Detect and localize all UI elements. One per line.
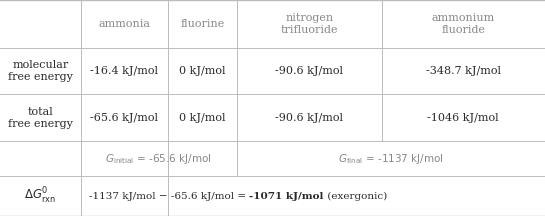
Text: ammonia: ammonia	[98, 19, 150, 29]
Text: $G_\mathregular{final}$ = -1137 kJ/mol: $G_\mathregular{final}$ = -1137 kJ/mol	[338, 152, 444, 166]
Text: -90.6 kJ/mol: -90.6 kJ/mol	[275, 66, 343, 76]
Text: $\Delta G^0_\mathregular{rxn}$: $\Delta G^0_\mathregular{rxn}$	[25, 186, 56, 206]
Text: 0 kJ/mol: 0 kJ/mol	[179, 66, 226, 76]
Text: ammonium
fluoride: ammonium fluoride	[432, 13, 495, 35]
Text: -65.6 kJ/mol: -65.6 kJ/mol	[90, 113, 158, 123]
Text: molecular
free energy: molecular free energy	[8, 60, 73, 82]
Text: total
free energy: total free energy	[8, 107, 73, 129]
Text: -16.4 kJ/mol: -16.4 kJ/mol	[90, 66, 158, 76]
Text: 0 kJ/mol: 0 kJ/mol	[179, 113, 226, 123]
Text: (exergonic): (exergonic)	[324, 191, 387, 201]
Text: -90.6 kJ/mol: -90.6 kJ/mol	[275, 113, 343, 123]
Text: fluorine: fluorine	[180, 19, 225, 29]
Text: -1071 kJ/mol: -1071 kJ/mol	[249, 192, 324, 200]
Text: -1137 kJ/mol − -65.6 kJ/mol =: -1137 kJ/mol − -65.6 kJ/mol =	[89, 192, 249, 200]
Text: -348.7 kJ/mol: -348.7 kJ/mol	[426, 66, 501, 76]
Text: nitrogen
trifluoride: nitrogen trifluoride	[281, 13, 338, 35]
Text: $G_\mathregular{initial}$ = -65.6 kJ/mol: $G_\mathregular{initial}$ = -65.6 kJ/mol	[106, 152, 212, 166]
Text: -1046 kJ/mol: -1046 kJ/mol	[427, 113, 499, 123]
